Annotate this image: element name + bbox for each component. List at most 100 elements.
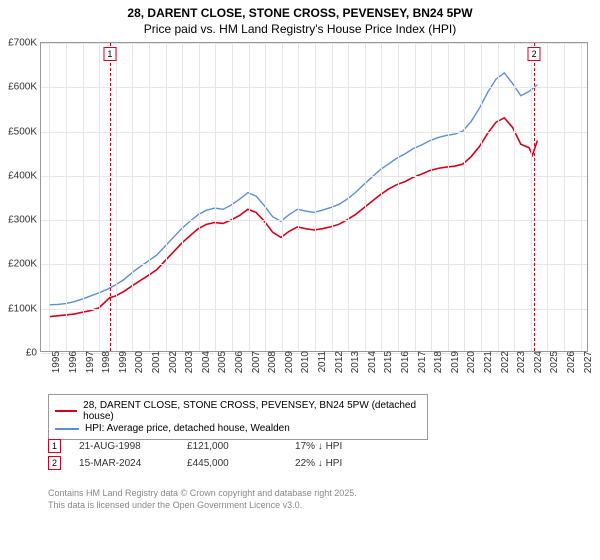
y-tick-label: £500K (8, 126, 41, 137)
x-tick-label: 2007 (249, 351, 262, 373)
x-tick-label: 2012 (332, 351, 345, 373)
x-tick-label: 2003 (182, 351, 195, 373)
gridline-v (232, 43, 233, 351)
gridline-v (398, 43, 399, 351)
gridline-v (547, 43, 548, 351)
marker-row: 2 15-MAR-2024 £445,000 22% ↓ HPI (48, 456, 385, 470)
legend-row: HPI: Average price, detached house, Weal… (55, 423, 421, 434)
legend-swatch (55, 410, 77, 412)
y-tick-label: £200K (8, 259, 41, 270)
marker-number: 1 (48, 439, 61, 453)
gridline-h (41, 220, 587, 221)
gridline-v (498, 43, 499, 351)
y-tick-label: £300K (8, 215, 41, 226)
x-tick-label: 2013 (348, 351, 361, 373)
x-tick-label: 2009 (282, 351, 295, 373)
chart-title-address: 28, DARENT CLOSE, STONE CROSS, PEVENSEY,… (4, 6, 596, 20)
gridline-v (348, 43, 349, 351)
gridline-v (448, 43, 449, 351)
gridline-v (332, 43, 333, 351)
gridline-v (581, 43, 582, 351)
marker-row: 1 21-AUG-1998 £121,000 17% ↓ HPI (48, 439, 385, 453)
chart-titles: 28, DARENT CLOSE, STONE CROSS, PEVENSEY,… (0, 0, 600, 38)
y-tick-label: £0 (26, 348, 41, 359)
x-tick-label: 2024 (531, 351, 544, 373)
x-tick-label: 2016 (398, 351, 411, 373)
attribution-line1: Contains HM Land Registry data © Crown c… (48, 488, 357, 500)
x-tick-label: 2011 (315, 351, 328, 373)
x-tick-label: 1997 (83, 351, 96, 373)
gridline-h (41, 309, 587, 310)
x-tick-label: 2025 (547, 351, 560, 373)
gridline-v (282, 43, 283, 351)
gridline-v (431, 43, 432, 351)
gridline-v (116, 43, 117, 351)
gridline-h (41, 176, 587, 177)
gridline-v (83, 43, 84, 351)
gridline-v (49, 43, 50, 351)
marker-delta: 17% ↓ HPI (295, 441, 385, 452)
x-tick-label: 1998 (99, 351, 112, 373)
y-tick-label: £400K (8, 170, 41, 181)
gridline-v (464, 43, 465, 351)
series-svg (41, 43, 587, 351)
x-tick-label: 2020 (464, 351, 477, 373)
marker-date: 15-MAR-2024 (79, 458, 169, 469)
gridline-v (249, 43, 250, 351)
x-tick-label: 1999 (116, 351, 129, 373)
x-tick-label: 1995 (49, 351, 62, 373)
y-tick-label: £600K (8, 82, 41, 93)
gridline-h (41, 264, 587, 265)
y-tick-label: £700K (8, 38, 41, 49)
gridline-v (166, 43, 167, 351)
legend-row: 28, DARENT CLOSE, STONE CROSS, PEVENSEY,… (55, 400, 421, 422)
x-tick-label: 2006 (232, 351, 245, 373)
x-tick-label: 2005 (215, 351, 228, 373)
gridline-v (66, 43, 67, 351)
gridline-v (564, 43, 565, 351)
marker-line (110, 43, 111, 351)
x-tick-label: 2022 (498, 351, 511, 373)
marker-badge: 1 (103, 47, 116, 61)
plot-area: £0£100K£200K£300K£400K£500K£600K£700K199… (40, 42, 588, 352)
x-tick-label: 2018 (431, 351, 444, 373)
gridline-v (199, 43, 200, 351)
x-tick-label: 2004 (199, 351, 212, 373)
gridline-v (132, 43, 133, 351)
gridline-v (365, 43, 366, 351)
marker-badge: 2 (528, 47, 541, 61)
x-tick-label: 2021 (481, 351, 494, 373)
x-tick-label: 2014 (365, 351, 378, 373)
marker-table: 1 21-AUG-1998 £121,000 17% ↓ HPI 2 15-MAR-202… (48, 436, 385, 473)
gridline-v (215, 43, 216, 351)
marker-delta: 22% ↓ HPI (295, 458, 385, 469)
marker-price: £121,000 (187, 441, 277, 452)
x-tick-label: 2002 (166, 351, 179, 373)
gridline-v (182, 43, 183, 351)
gridline-h (41, 87, 587, 88)
chart-title-sub: Price paid vs. HM Land Registry's House … (4, 22, 596, 36)
gridline-h (41, 132, 587, 133)
gridline-v (415, 43, 416, 351)
gridline-h (41, 43, 587, 44)
marker-date: 21-AUG-1998 (79, 441, 169, 452)
x-tick-label: 2008 (265, 351, 278, 373)
gridline-v (531, 43, 532, 351)
gridline-v (298, 43, 299, 351)
legend: 28, DARENT CLOSE, STONE CROSS, PEVENSEY,… (48, 394, 428, 440)
chart-container: 28, DARENT CLOSE, STONE CROSS, PEVENSEY,… (0, 0, 600, 560)
gridline-v (514, 43, 515, 351)
marker-price: £445,000 (187, 458, 277, 469)
x-tick-label: 2027 (581, 351, 594, 373)
y-tick-label: £100K (8, 303, 41, 314)
marker-number: 2 (48, 456, 61, 470)
legend-label: HPI: Average price, detached house, Weal… (85, 423, 290, 434)
x-tick-label: 2010 (298, 351, 311, 373)
attribution: Contains HM Land Registry data © Crown c… (48, 488, 357, 511)
x-tick-label: 2017 (415, 351, 428, 373)
attribution-line2: This data is licensed under the Open Gov… (48, 500, 357, 512)
gridline-v (149, 43, 150, 351)
gridline-v (315, 43, 316, 351)
legend-label: 28, DARENT CLOSE, STONE CROSS, PEVENSEY,… (83, 400, 421, 422)
gridline-v (481, 43, 482, 351)
